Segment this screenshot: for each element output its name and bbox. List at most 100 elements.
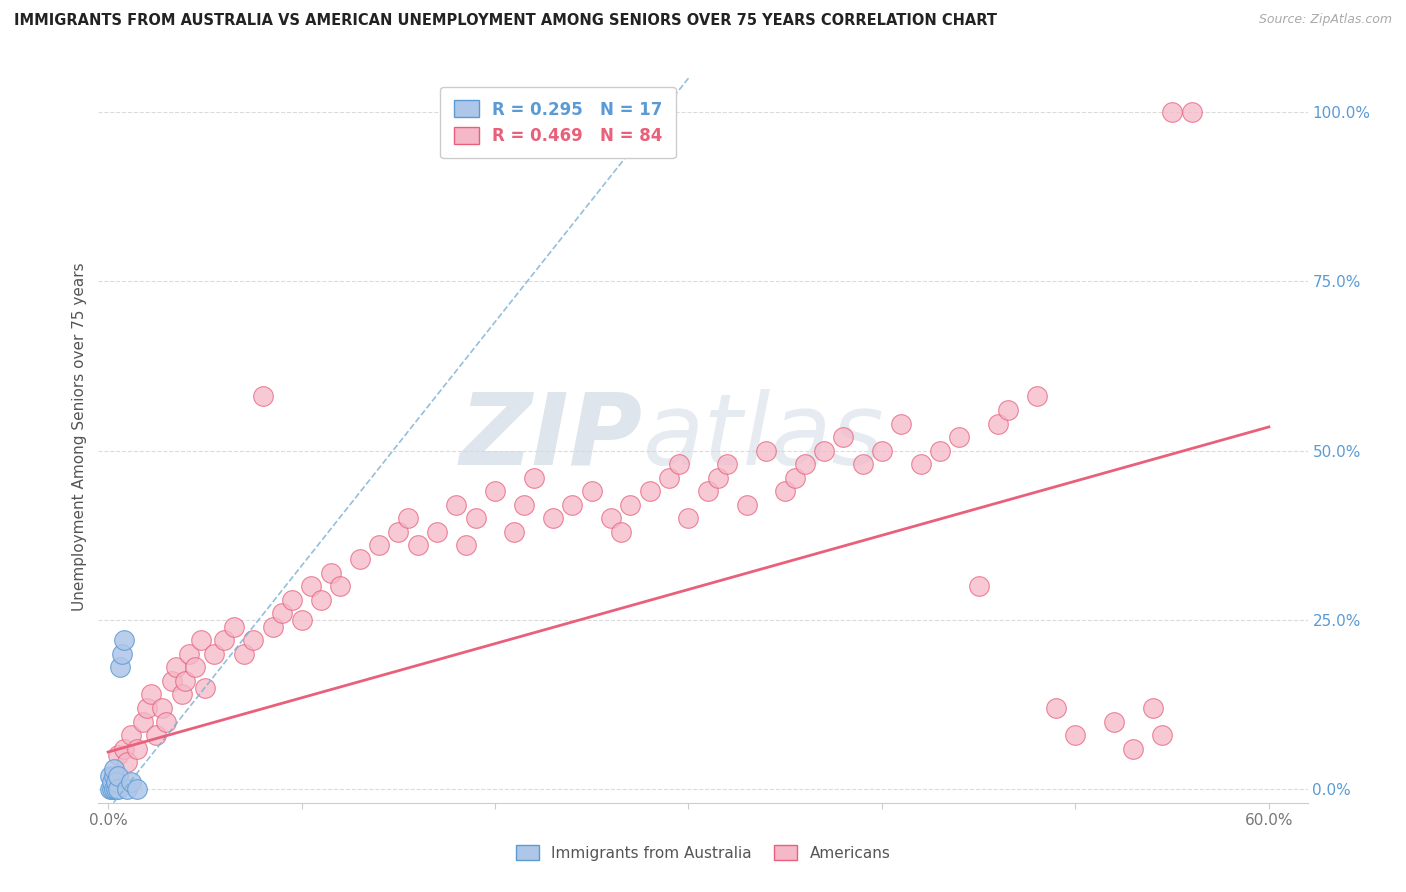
Point xyxy=(852,457,875,471)
Point xyxy=(638,484,661,499)
Point xyxy=(319,566,342,580)
Point xyxy=(281,592,304,607)
Point xyxy=(832,430,855,444)
Point xyxy=(349,552,371,566)
Point xyxy=(735,498,758,512)
Point xyxy=(484,484,506,499)
Point xyxy=(813,443,835,458)
Point xyxy=(145,728,167,742)
Point xyxy=(155,714,177,729)
Point xyxy=(190,633,212,648)
Point xyxy=(716,457,738,471)
Point xyxy=(368,538,391,552)
Point xyxy=(271,606,294,620)
Point xyxy=(464,511,486,525)
Point xyxy=(387,524,409,539)
Point xyxy=(107,748,129,763)
Point xyxy=(103,762,125,776)
Point xyxy=(561,498,583,512)
Point xyxy=(426,524,449,539)
Point xyxy=(262,620,284,634)
Text: IMMIGRANTS FROM AUSTRALIA VS AMERICAN UNEMPLOYMENT AMONG SENIORS OVER 75 YEARS C: IMMIGRANTS FROM AUSTRALIA VS AMERICAN UN… xyxy=(14,13,997,29)
Point xyxy=(107,769,129,783)
Point xyxy=(104,782,127,797)
Point xyxy=(948,430,970,444)
Point xyxy=(454,538,477,552)
Point xyxy=(1161,105,1184,120)
Point xyxy=(194,681,217,695)
Point xyxy=(98,769,121,783)
Text: atlas: atlas xyxy=(643,389,884,485)
Point xyxy=(890,417,912,431)
Y-axis label: Unemployment Among Seniors over 75 years: Unemployment Among Seniors over 75 years xyxy=(72,263,87,611)
Point xyxy=(232,647,254,661)
Point xyxy=(610,524,633,539)
Point xyxy=(1045,701,1067,715)
Point xyxy=(503,524,526,539)
Point xyxy=(104,775,127,789)
Point xyxy=(600,511,623,525)
Point xyxy=(103,782,125,797)
Legend: Immigrants from Australia, Americans: Immigrants from Australia, Americans xyxy=(508,837,898,868)
Point xyxy=(112,741,135,756)
Point xyxy=(103,769,125,783)
Point xyxy=(523,471,546,485)
Point xyxy=(396,511,419,525)
Point xyxy=(406,538,429,552)
Point xyxy=(755,443,778,458)
Point xyxy=(98,782,121,797)
Point xyxy=(987,417,1010,431)
Point xyxy=(658,471,681,485)
Point xyxy=(112,633,135,648)
Point xyxy=(179,647,201,661)
Point xyxy=(135,701,157,715)
Point xyxy=(184,660,207,674)
Point xyxy=(967,579,990,593)
Point xyxy=(120,775,142,789)
Point xyxy=(706,471,728,485)
Point xyxy=(309,592,332,607)
Point xyxy=(101,775,124,789)
Point xyxy=(668,457,690,471)
Point xyxy=(117,755,139,769)
Point xyxy=(870,443,893,458)
Text: Source: ZipAtlas.com: Source: ZipAtlas.com xyxy=(1258,13,1392,27)
Point xyxy=(997,403,1019,417)
Point xyxy=(910,457,932,471)
Point xyxy=(132,714,155,729)
Point xyxy=(222,620,245,634)
Point xyxy=(299,579,322,593)
Point xyxy=(127,741,149,756)
Point xyxy=(107,782,129,797)
Point xyxy=(678,511,700,525)
Point xyxy=(165,660,187,674)
Point xyxy=(1064,728,1087,742)
Text: ZIP: ZIP xyxy=(460,389,643,485)
Point xyxy=(252,389,274,403)
Point xyxy=(204,647,226,661)
Point xyxy=(1142,701,1164,715)
Point xyxy=(170,688,193,702)
Point xyxy=(929,443,952,458)
Point xyxy=(1025,389,1047,403)
Point xyxy=(101,782,124,797)
Point xyxy=(783,471,806,485)
Point xyxy=(174,673,197,688)
Point xyxy=(117,782,139,797)
Point xyxy=(1102,714,1125,729)
Point xyxy=(581,484,603,499)
Point xyxy=(290,613,312,627)
Point xyxy=(160,673,183,688)
Point xyxy=(150,701,173,715)
Point xyxy=(696,484,718,499)
Point xyxy=(446,498,468,512)
Point xyxy=(541,511,564,525)
Point xyxy=(619,498,641,512)
Point xyxy=(212,633,235,648)
Point xyxy=(793,457,815,471)
Point xyxy=(120,728,142,742)
Point xyxy=(773,484,796,499)
Point xyxy=(513,498,536,512)
Point xyxy=(1152,728,1174,742)
Point xyxy=(111,647,134,661)
